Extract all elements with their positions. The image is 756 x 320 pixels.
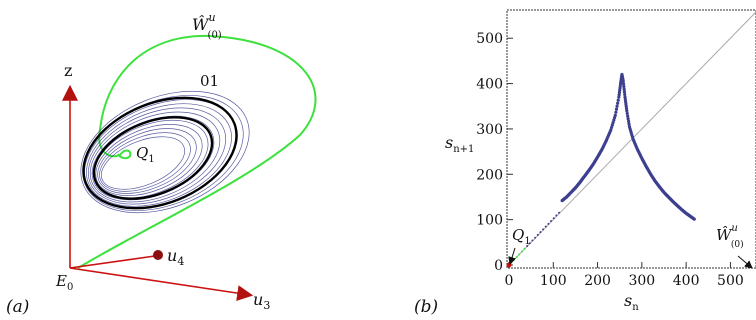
periodic-orbit (82, 96, 238, 210)
x-ticks: 0 100 200 300 400 500 (505, 262, 744, 289)
y-tick-label: 500 (476, 31, 503, 47)
map-point (610, 123, 614, 127)
map-point (626, 114, 630, 118)
map-point (539, 231, 542, 234)
map-point (627, 122, 631, 126)
x-axis-label: sn (624, 291, 639, 313)
x-tick-label: 400 (673, 273, 700, 289)
map-point (613, 113, 617, 117)
u4-axis-label: u4 (167, 246, 184, 268)
map-point (544, 225, 547, 228)
x-tick-label: 200 (584, 273, 611, 289)
map-point (542, 228, 545, 231)
panel-a: z u3 u4 E0 01 Q1 Ŵu (0) (a) (6, 11, 317, 317)
map-point (622, 90, 627, 94)
map-point (552, 217, 555, 220)
map-point (611, 120, 615, 125)
map-point (626, 117, 630, 121)
map-point (621, 79, 625, 83)
map-point (623, 92, 627, 97)
map-point (518, 253, 521, 256)
map-point (625, 109, 629, 113)
panel-a-label: (a) (6, 297, 29, 317)
map-point (550, 220, 553, 223)
map-point (612, 116, 617, 120)
y-tick-label: 0 (494, 258, 503, 274)
map-point (512, 258, 515, 261)
x-tick-label: 300 (628, 273, 655, 289)
map-point (555, 214, 558, 217)
manifold-label-b: Ŵu (0) (716, 223, 744, 250)
map-point (515, 256, 518, 259)
attractor (80, 90, 250, 214)
map-point (520, 250, 523, 253)
map-point (531, 239, 534, 242)
manifold-arrow-b (737, 255, 753, 269)
map-point (614, 107, 619, 111)
map-point (526, 245, 529, 248)
y-tick-label: 100 (476, 213, 503, 229)
y-tick-label: 400 (476, 77, 503, 93)
manifold-label: Ŵu (0) (192, 11, 222, 41)
x-tick-label: 100 (540, 273, 567, 289)
x-tick-label: 0 (505, 273, 514, 289)
y-tick-label: 300 (476, 122, 503, 138)
map-point (534, 236, 537, 239)
map-point (614, 110, 618, 114)
map-point (612, 118, 616, 122)
orbit-label: 01 (200, 72, 219, 90)
map-point (616, 98, 620, 102)
map-point (626, 119, 631, 123)
map-point (528, 242, 531, 245)
panel-b-label: (b) (414, 297, 438, 317)
panel-b: 0 100 200 300 400 500 0 100 200 300 400 500 Q1 Ŵu(… (414, 9, 756, 317)
y-tick-label: 200 (476, 167, 503, 183)
map-point (609, 125, 614, 130)
map-point (609, 128, 613, 132)
u4-axis-tip (153, 250, 163, 260)
map-point (692, 217, 696, 221)
map-point (622, 84, 626, 89)
manifold-spiral (117, 149, 132, 160)
u3-axis-label: u3 (253, 290, 270, 312)
point-q1-label: Q1 (136, 144, 155, 165)
q1-arrow (508, 247, 516, 265)
u4-axis (69, 255, 156, 269)
map-point (615, 104, 619, 108)
x-tick-label: 500 (717, 273, 744, 289)
z-axis-label: z (64, 61, 72, 80)
map-point (547, 222, 550, 225)
y-ticks: 0 100 200 300 400 500 (476, 31, 513, 274)
map-point (558, 211, 561, 214)
map-point (523, 247, 526, 250)
plot-frame (506, 9, 756, 269)
origin-label: E0 (55, 272, 73, 293)
y-axis-label: sn+1 (445, 133, 474, 155)
return-map-points (510, 72, 696, 264)
map-point (621, 82, 626, 86)
map-point (536, 233, 539, 236)
u3-axis (69, 267, 254, 302)
map-point (616, 101, 620, 105)
map-point (625, 111, 629, 116)
map-point (622, 87, 626, 91)
q1-label: Q1 (512, 226, 531, 247)
